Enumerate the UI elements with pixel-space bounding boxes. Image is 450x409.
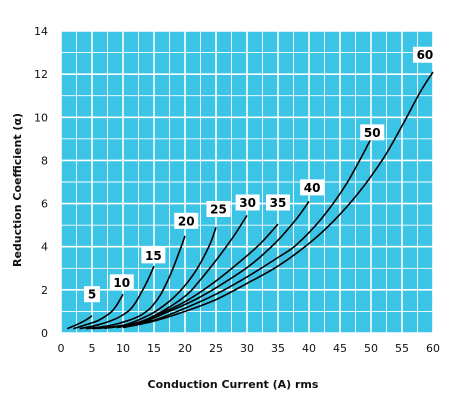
series-label-15: 15 <box>145 249 162 263</box>
y-tick-label: 4 <box>41 241 48 254</box>
series-label-bg <box>235 194 260 211</box>
tick-labels: 0 5 10 15 20 25 30 35 40 45 50 55 60 0 2 4 6 8 10 12 14 <box>34 25 440 355</box>
series-label-5: 5 <box>88 288 96 302</box>
y-tick-label: 6 <box>41 198 48 211</box>
series-line-25 <box>91 227 217 330</box>
series-label-35: 35 <box>270 196 287 210</box>
x-tick-label: 10 <box>116 342 130 355</box>
y-tick-label: 0 <box>41 327 48 340</box>
series-label-40: 40 <box>304 181 321 195</box>
x-axis-title: Conduction Current (A) rms <box>148 378 319 391</box>
series-line-40 <box>110 200 310 329</box>
x-tick-label: 0 <box>58 342 65 355</box>
y-tick-label: 14 <box>34 25 48 38</box>
y-tick-label: 10 <box>34 111 48 124</box>
series-line-20 <box>85 235 186 330</box>
series-line-60 <box>122 71 434 329</box>
x-tick-label: 45 <box>333 342 347 355</box>
x-tick-label: 35 <box>271 342 285 355</box>
x-tick-label: 20 <box>178 342 192 355</box>
y-tick-label: 12 <box>34 68 48 81</box>
series-lines <box>66 71 434 330</box>
series-line-5 <box>66 315 93 330</box>
x-tick-label: 40 <box>302 342 316 355</box>
y-tick-label: 8 <box>41 154 48 167</box>
series-label-bg <box>206 200 231 217</box>
x-tick-label: 55 <box>395 342 409 355</box>
series-label-50: 50 <box>364 126 381 140</box>
series-labels: 5 10 15 20 25 30 35 40 50 60 <box>84 46 437 303</box>
series-label-bg <box>360 124 385 141</box>
x-tick-label: 25 <box>209 342 223 355</box>
series-label-30: 30 <box>239 196 256 210</box>
y-axis-title: Reduction Coefficient (α) <box>11 113 24 267</box>
series-label-bg <box>84 286 100 303</box>
series-line-50 <box>116 138 372 329</box>
series-label-10: 10 <box>113 276 130 290</box>
x-tick-label: 15 <box>147 342 161 355</box>
series-label-bg <box>174 212 199 229</box>
x-tick-label: 5 <box>89 342 96 355</box>
series-label-bg <box>300 179 325 196</box>
series-label-20: 20 <box>178 214 195 228</box>
x-tick-label: 30 <box>240 342 254 355</box>
series-label-60: 60 <box>417 48 434 62</box>
y-tick-label: 2 <box>41 284 48 297</box>
series-line-10 <box>73 293 124 330</box>
series-label-bg <box>109 274 134 291</box>
x-tick-label: 50 <box>364 342 378 355</box>
series-line-15 <box>79 265 155 330</box>
series-label-bg <box>266 194 290 211</box>
series-label-bg <box>412 46 437 63</box>
series-label-bg <box>141 247 166 264</box>
series-label-25: 25 <box>210 202 227 216</box>
x-tick-label: 60 <box>426 342 440 355</box>
